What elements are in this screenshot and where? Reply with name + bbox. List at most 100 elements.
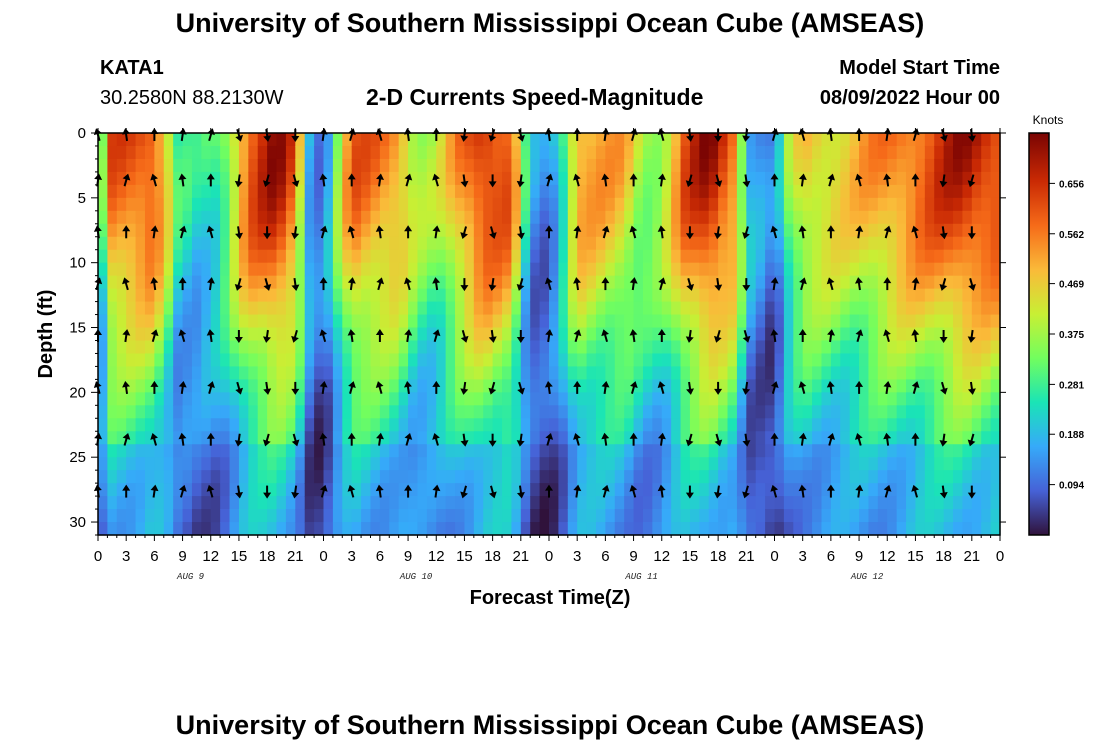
heatmap-cell <box>887 431 898 445</box>
heatmap-cell <box>323 197 334 212</box>
heatmap-cell <box>652 496 663 510</box>
colorbar-gradient <box>1028 132 1050 536</box>
heatmap-cell <box>163 210 174 225</box>
heatmap-cell <box>661 366 672 380</box>
heatmap-cell <box>173 418 184 432</box>
heatmap-cell <box>154 288 165 303</box>
heatmap-cell <box>934 405 945 419</box>
heatmap-cell <box>567 392 578 406</box>
heatmap-cell <box>426 366 437 380</box>
heatmap-cell <box>98 496 108 510</box>
heatmap-cell <box>267 236 278 251</box>
heatmap-cell <box>859 496 870 510</box>
heatmap-cell <box>567 288 578 303</box>
heatmap-cell <box>661 184 672 199</box>
heatmap-cell <box>915 496 926 510</box>
heatmap-cell <box>389 509 400 523</box>
heatmap-cell <box>314 483 325 497</box>
heatmap-cell <box>370 171 381 186</box>
heatmap-cell <box>887 509 898 523</box>
current-arrow <box>855 225 864 239</box>
current-arrow <box>235 485 244 499</box>
heatmap-cell <box>671 496 682 510</box>
heatmap-cell <box>708 301 719 316</box>
heatmap-cell <box>342 327 353 342</box>
heatmap-cell <box>934 262 945 277</box>
heatmap-cell <box>727 457 738 471</box>
heatmap-cell <box>877 249 888 264</box>
date-label: AUG 11 <box>624 572 657 582</box>
heatmap-cell <box>154 379 165 393</box>
heatmap-cell <box>708 249 719 264</box>
heatmap-cell <box>896 522 907 536</box>
heatmap-cell <box>154 405 165 419</box>
heatmap-cell <box>868 418 879 432</box>
heatmap-cell <box>520 327 531 342</box>
heatmap-cell <box>426 171 437 186</box>
heatmap-cell <box>624 249 635 264</box>
heatmap-cell <box>671 275 682 290</box>
heatmap-cell <box>107 431 118 445</box>
heatmap-cell <box>257 366 268 380</box>
heatmap-cell <box>755 275 766 290</box>
heatmap-cell <box>417 457 428 471</box>
heatmap-cell <box>229 327 240 342</box>
heatmap-cell <box>718 470 729 484</box>
heatmap-cell <box>191 496 202 510</box>
heatmap-cell <box>163 171 174 186</box>
heatmap-cell <box>483 522 494 536</box>
heatmap-cell <box>971 470 982 484</box>
heatmap-cell <box>455 418 466 432</box>
heatmap-cell <box>502 483 513 497</box>
heatmap-cell <box>417 340 428 355</box>
x-tick-label: 15 <box>907 548 924 565</box>
heatmap-cell <box>671 392 682 406</box>
heatmap-cell <box>98 392 108 406</box>
heatmap-cell <box>774 418 785 432</box>
heatmap-cell <box>126 236 137 251</box>
heatmap-cell <box>971 210 982 225</box>
heatmap-cell <box>793 314 804 329</box>
heatmap-cell <box>511 379 522 393</box>
heatmap-cell <box>549 431 559 445</box>
heatmap-cell <box>248 431 259 445</box>
heatmap-cell <box>821 171 832 186</box>
heatmap-cell <box>990 223 1001 238</box>
heatmap-cell <box>624 340 635 355</box>
heatmap-cell <box>285 405 296 419</box>
heatmap-cell <box>455 470 466 484</box>
heatmap-cell <box>906 249 917 264</box>
heatmap-cell <box>642 483 653 497</box>
heatmap-cell <box>436 327 447 342</box>
heatmap-cell <box>689 444 700 458</box>
heatmap-cell <box>389 236 400 251</box>
heatmap-cell <box>238 483 249 497</box>
heatmap-cell <box>586 366 597 380</box>
heatmap-cell <box>727 184 738 199</box>
heatmap-cell <box>981 133 992 147</box>
heatmap-cell <box>530 340 541 355</box>
heatmap-cell <box>614 236 625 251</box>
current-arrow <box>883 173 892 187</box>
heatmap-cell <box>859 327 870 342</box>
heatmap-cell <box>398 327 409 342</box>
heatmap-cell <box>436 301 447 316</box>
heatmap-cell <box>953 483 964 497</box>
heatmap-cell <box>492 197 503 212</box>
heatmap-cell <box>934 470 945 484</box>
heatmap-cell <box>887 353 898 368</box>
heatmap-cell <box>962 249 973 264</box>
heatmap-cell <box>642 379 653 393</box>
heatmap-cell <box>774 366 785 380</box>
heatmap-cell <box>163 379 174 393</box>
heatmap-cell <box>689 249 700 264</box>
heatmap-cell <box>821 158 832 173</box>
heatmap-cell <box>736 314 747 329</box>
heatmap-cell <box>906 133 917 147</box>
heatmap-cell <box>727 431 738 445</box>
current-arrow <box>122 225 131 239</box>
heatmap-cell <box>906 236 917 251</box>
heatmap-cell <box>238 470 249 484</box>
heatmap-cell <box>191 509 202 523</box>
heatmap-cell <box>267 158 278 173</box>
